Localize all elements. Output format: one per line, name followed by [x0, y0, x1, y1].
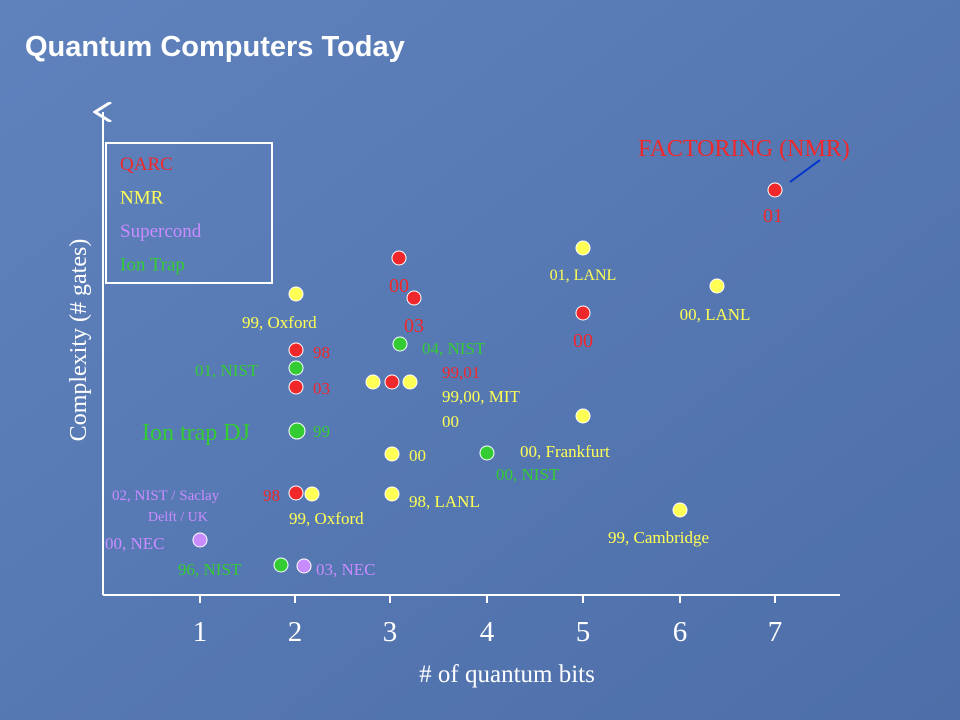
point-label: 01, NIST: [195, 361, 259, 380]
point-label: 99,00, MIT: [442, 387, 521, 406]
point-label: 03, NEC: [316, 560, 376, 579]
callout-line: [789, 159, 821, 183]
point-label: Delft / UK: [148, 510, 208, 525]
point-label: 96, NIST: [178, 560, 242, 579]
x-tick-label: 6: [673, 616, 688, 648]
dot: [391, 250, 407, 266]
point-label: 00: [409, 446, 426, 465]
dot: [288, 422, 306, 440]
dot: [288, 286, 304, 302]
legend-entry: NMR: [120, 188, 164, 209]
dot: [575, 408, 591, 424]
x-tick-label: 4: [480, 616, 495, 648]
point-label: 98: [313, 343, 330, 362]
point-label: 00, Frankfurt: [520, 442, 610, 461]
x-tick-label: 5: [576, 616, 591, 648]
dot: [575, 240, 591, 256]
point-label: 04, NIST: [422, 339, 486, 358]
x-tick-label: 1: [193, 616, 208, 648]
dot: [406, 290, 422, 306]
point-label: 99, Oxford: [242, 313, 317, 332]
dot: [575, 305, 591, 321]
x-tick-label: 2: [288, 616, 303, 648]
dot: [392, 336, 408, 352]
dot: [288, 360, 304, 376]
dot: [767, 182, 783, 198]
legend-box: [105, 142, 273, 284]
point-label: 98: [263, 486, 280, 505]
point-label: 00, NEC: [105, 534, 165, 553]
x-tick-label: 7: [768, 616, 783, 648]
x-tick-label: 3: [383, 616, 398, 648]
dot: [288, 342, 304, 358]
dot: [479, 445, 495, 461]
legend-entry: QARC: [120, 154, 173, 175]
dot: [672, 502, 688, 518]
legend-entry: Supercond: [120, 221, 202, 242]
point-label: 00: [573, 330, 593, 352]
dot: [384, 446, 400, 462]
point-label: 03: [313, 379, 330, 398]
dot: [304, 486, 320, 502]
point-label: 02, NIST / Saclay: [112, 488, 220, 504]
dot: [365, 374, 381, 390]
point-label: 99: [313, 422, 330, 441]
dot: [384, 374, 400, 390]
point-label: 99,01: [442, 363, 480, 382]
dot: [192, 532, 208, 548]
point-label: 99, Oxford: [289, 509, 364, 528]
point-label: 99, Cambridge: [608, 528, 709, 547]
point-label: 00: [442, 412, 459, 431]
y-axis-label: Complexity (# gates): [66, 239, 92, 442]
point-label: 00: [389, 275, 409, 297]
point-label: 01, LANL: [550, 267, 617, 284]
point-label: 03: [404, 315, 424, 337]
title: Quantum Computers Today: [25, 31, 405, 63]
x-axis-label: # of quantum bits: [419, 661, 595, 688]
dot: [709, 278, 725, 294]
point-label: 00, LANL: [680, 305, 751, 324]
dot: [296, 558, 312, 574]
point-label: FACTORING (NMR): [638, 136, 850, 162]
point-label: 98, LANL: [409, 492, 480, 511]
point-label: Ion trap DJ: [142, 420, 250, 446]
legend-entry: Ion Trap: [120, 255, 185, 276]
dot: [384, 486, 400, 502]
dot: [288, 379, 304, 395]
dot: [273, 557, 289, 573]
dot: [288, 485, 304, 501]
point-label: 00, NIST: [496, 465, 560, 484]
dot: [402, 374, 418, 390]
point-label: 01: [763, 205, 783, 227]
